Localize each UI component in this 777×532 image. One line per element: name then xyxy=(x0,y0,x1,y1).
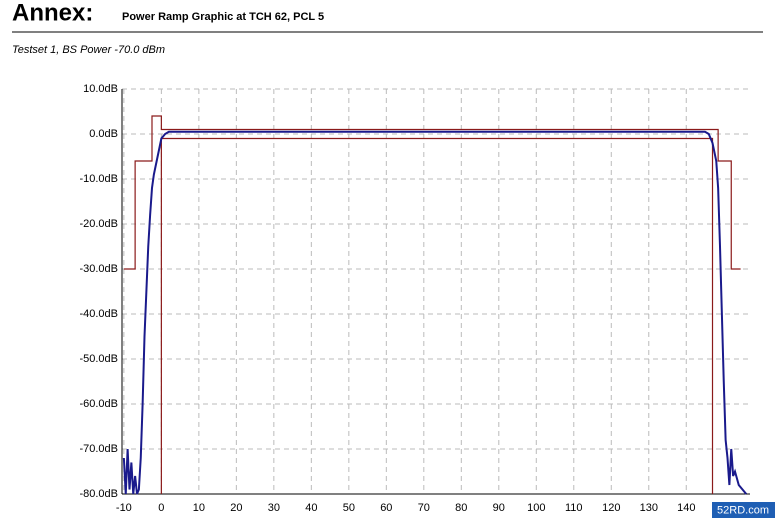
x-tick-label: 40 xyxy=(305,502,317,514)
x-tick-label: 80 xyxy=(455,502,467,514)
watermark: 52RD.com xyxy=(717,504,769,516)
chart-title: Testset 1, BS Power -70.0 dBm xyxy=(12,44,165,56)
y-tick-label: 0.0dB xyxy=(89,128,118,140)
y-tick-label: -10.0dB xyxy=(79,173,118,185)
y-tick-label: -20.0dB xyxy=(79,218,118,230)
y-tick-label: -60.0dB xyxy=(79,398,118,410)
watermark-box xyxy=(712,502,775,518)
y-tick-label: -40.0dB xyxy=(79,308,118,320)
page-subtitle: Power Ramp Graphic at TCH 62, PCL 5 xyxy=(122,11,324,23)
series-line xyxy=(122,130,748,495)
x-tick-label: 100 xyxy=(527,502,545,514)
x-tick-label: 70 xyxy=(418,502,430,514)
x-tick-label: 110 xyxy=(565,502,583,514)
x-tick-label: 50 xyxy=(343,502,355,514)
x-tick-label: 0 xyxy=(158,502,164,514)
x-tick-label: 90 xyxy=(493,502,505,514)
x-tick-label: 20 xyxy=(230,502,242,514)
y-tick-label: -80.0dB xyxy=(79,488,118,500)
x-tick-label: 140 xyxy=(677,502,695,514)
x-tick-label: 130 xyxy=(640,502,658,514)
y-tick-label: -50.0dB xyxy=(79,353,118,365)
x-tick-label: -10 xyxy=(116,502,132,514)
y-tick-label: -70.0dB xyxy=(79,443,118,455)
x-tick-label: 120 xyxy=(602,502,620,514)
series-line xyxy=(160,137,714,494)
x-tick-label: 10 xyxy=(193,502,205,514)
series-line xyxy=(123,115,741,270)
y-tick-label: 10.0dB xyxy=(83,83,118,95)
x-tick-label: 60 xyxy=(380,502,392,514)
y-tick-label: -30.0dB xyxy=(79,263,118,275)
page-title: Annex: xyxy=(12,0,93,26)
x-tick-label: 30 xyxy=(268,502,280,514)
